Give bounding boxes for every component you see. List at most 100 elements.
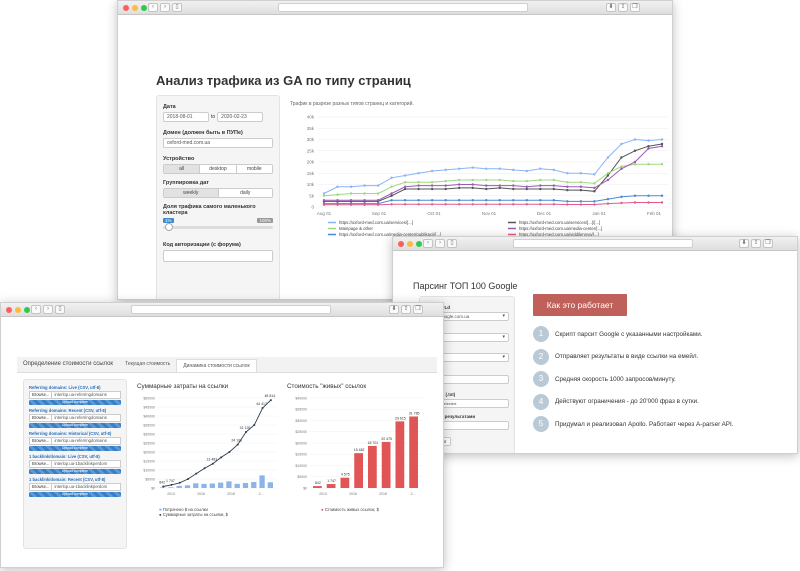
cumulative-point: [269, 399, 272, 402]
share-icon[interactable]: ⇪: [751, 239, 761, 248]
tabs-icon[interactable]: ❐: [413, 305, 423, 314]
close-window-icon[interactable]: [123, 5, 129, 11]
device-option-desktop[interactable]: desktop: [200, 165, 237, 173]
data-point: [620, 142, 623, 146]
maximize-window-icon[interactable]: [24, 307, 30, 313]
live-value-bar: [313, 486, 322, 488]
address-bar[interactable]: [513, 239, 693, 248]
data-label: 29 615: [395, 416, 406, 420]
back-icon[interactable]: ‹: [423, 239, 433, 248]
tab-cost-dynamics[interactable]: Динамика стоимости ссылок: [176, 359, 257, 372]
slider-track[interactable]: [163, 226, 273, 229]
sidebar-icon[interactable]: ▯: [172, 3, 182, 12]
upload-group-label: Referring domains: Recent (CSV, utf-8): [29, 408, 107, 413]
date-to-word: to: [211, 114, 216, 120]
tab-current-cost[interactable]: Текущая стоимость: [125, 361, 171, 367]
browse-button[interactable]: Browse...: [29, 460, 53, 468]
sidebar-icon[interactable]: ▯: [55, 305, 65, 314]
grouping-option-daily[interactable]: daily: [240, 190, 251, 196]
download-icon[interactable]: ⬇: [606, 3, 616, 12]
close-window-icon[interactable]: [6, 307, 12, 313]
browse-button[interactable]: Browse...: [29, 483, 53, 491]
data-point: [444, 184, 447, 187]
y-tick-label: $15000: [295, 453, 307, 457]
step-number: 3: [533, 371, 549, 387]
data-point: [417, 203, 420, 206]
legend-label: https://oxford-med.com.ua/viddilennya/[.…: [519, 232, 599, 237]
file-name-field[interactable]: interlop.ua-referringdomains: [52, 391, 121, 399]
domain-label: Домен (должен быть в ПУПе): [163, 130, 243, 136]
tab-link-cost[interactable]: Определение стоимости ссылок: [23, 361, 114, 367]
sidebar-icon[interactable]: ▯: [447, 239, 457, 248]
data-point: [552, 168, 556, 172]
data-point: [417, 181, 420, 184]
series-line: [324, 195, 662, 205]
device-option-mobile[interactable]: mobile: [246, 166, 262, 172]
data-label: 15 482: [354, 448, 365, 452]
y-tick-label: $10000: [295, 464, 307, 468]
date-from-input[interactable]: 2018-08-01: [163, 112, 209, 122]
slider-min-tag: 1%: [163, 218, 174, 223]
x-tick-label: 2...: [411, 492, 416, 496]
data-label: 18 701: [368, 441, 379, 445]
maximize-window-icon[interactable]: [141, 5, 147, 11]
forward-icon[interactable]: ›: [160, 3, 170, 12]
share-icon[interactable]: ⇪: [618, 3, 628, 12]
file-name-field[interactable]: interlop.ua-referringdomains: [52, 437, 121, 445]
device-option-all[interactable]: all: [164, 165, 201, 173]
x-tick-label: 2...: [259, 492, 264, 496]
back-icon[interactable]: ‹: [148, 3, 158, 12]
slider-handle[interactable]: [165, 223, 173, 231]
data-point: [322, 192, 326, 195]
browse-button[interactable]: Browse...: [29, 414, 53, 422]
maximize-window-icon[interactable]: [416, 241, 422, 247]
address-bar[interactable]: [278, 3, 528, 12]
close-window-icon[interactable]: [398, 241, 404, 247]
results-file-label: файла с результатами: [425, 414, 476, 419]
data-point: [552, 203, 556, 206]
tabs-icon[interactable]: ❐: [630, 3, 640, 12]
data-point: [525, 185, 528, 188]
address-bar[interactable]: [131, 305, 331, 314]
data-point: [322, 203, 326, 206]
data-point: [458, 199, 461, 202]
forward-icon[interactable]: ›: [43, 305, 53, 314]
how-it-works-button[interactable]: Как это работает: [533, 294, 627, 316]
minimize-window-icon[interactable]: [132, 5, 138, 11]
data-point: [430, 203, 434, 206]
share-slider[interactable]: 1% 100%: [163, 218, 273, 232]
data-point: [444, 203, 447, 206]
data-point: [660, 163, 664, 166]
data-point: [552, 199, 556, 202]
file-name-field[interactable]: interlop.ua-1backlinkperdom: [52, 460, 121, 468]
auth-code-input[interactable]: [163, 250, 273, 262]
data-point: [349, 185, 353, 188]
y-tick-label: $40000: [295, 396, 307, 400]
tabs-icon[interactable]: ❐: [763, 239, 773, 248]
data-point: [444, 187, 447, 191]
browse-button[interactable]: Browse...: [29, 437, 53, 445]
data-point: [633, 149, 637, 152]
minimize-window-icon[interactable]: [15, 307, 21, 313]
spend-bar: [201, 483, 207, 488]
download-icon[interactable]: ⬇: [389, 305, 399, 314]
data-point: [417, 172, 420, 175]
minimize-window-icon[interactable]: [407, 241, 413, 247]
forward-icon[interactable]: ›: [435, 239, 445, 248]
date-to-input[interactable]: 2020-02-23: [217, 112, 264, 122]
browse-button[interactable]: Browse...: [29, 391, 53, 399]
file-name-field[interactable]: interlop.ua-referringdomains: [52, 414, 121, 422]
data-point: [403, 181, 407, 184]
data-point: [539, 178, 542, 182]
cumulative-point: [170, 483, 173, 486]
download-icon[interactable]: ⬇: [739, 239, 749, 248]
data-point: [579, 172, 583, 175]
domain-input[interactable]: oxford-med.com.ua: [163, 138, 273, 148]
share-icon[interactable]: ⇪: [401, 305, 411, 314]
file-name-field[interactable]: interlop.ua-1backlinkperdom: [52, 483, 121, 491]
grouping-option-weekly[interactable]: weekly: [164, 189, 219, 197]
data-point: [471, 186, 474, 190]
back-icon[interactable]: ‹: [31, 305, 41, 314]
data-point: [376, 184, 380, 187]
data-point: [566, 181, 569, 184]
